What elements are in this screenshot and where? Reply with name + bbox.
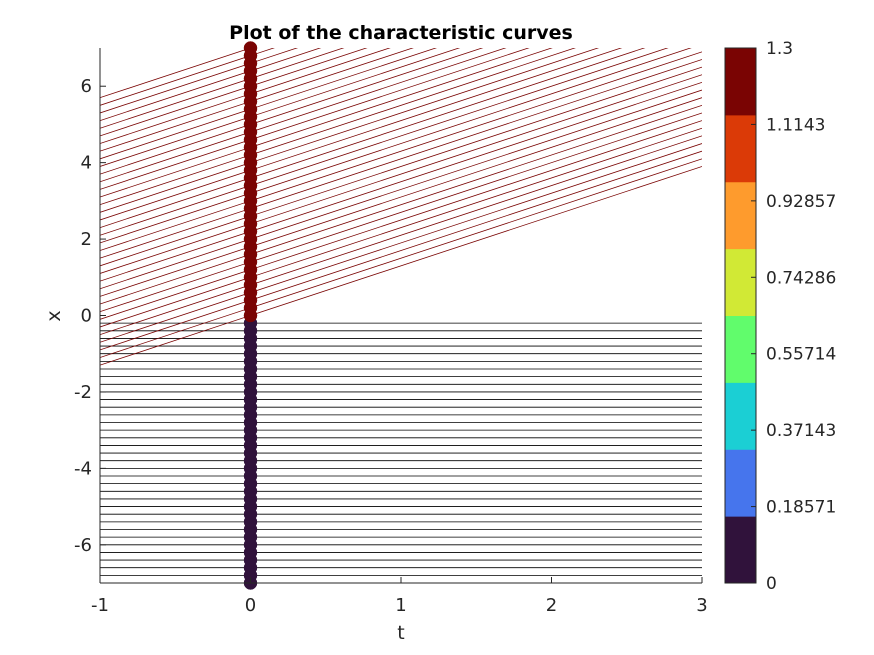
characteristic-line — [100, 48, 391, 144]
colorbar-tick-label: 0.92857 — [766, 192, 836, 212]
plot-background — [100, 48, 702, 583]
characteristic-line — [100, 48, 553, 198]
characteristic-line — [100, 112, 702, 313]
plot-area: -1 0 1 2 3 -6 -4 -2 0 2 4 6 — [74, 41, 708, 616]
x-tick-label: -1 — [91, 595, 109, 616]
colorbar-tick-label: 1.1143 — [766, 115, 825, 135]
characteristic-line — [100, 48, 252, 99]
characteristic-line — [100, 89, 702, 290]
initial-data-points — [243, 41, 258, 590]
characteristic-line — [100, 48, 438, 160]
x-tick-label: 1 — [395, 595, 406, 616]
colorbar-tick-label: 0.74286 — [766, 268, 836, 288]
initial-data-point — [243, 41, 258, 55]
colorbar-tick-label: 0.55714 — [766, 345, 836, 365]
x-axis-label: t — [397, 622, 404, 644]
characteristic-line — [100, 166, 702, 366]
colorbar-segment — [725, 181, 756, 250]
colorbar-tick-label: 1.3 — [766, 39, 793, 59]
colorbar-segment — [725, 382, 756, 450]
characteristic-line — [100, 127, 702, 328]
colorbar-segment — [725, 114, 756, 183]
colorbar-segment — [725, 248, 756, 317]
characteristic-line — [100, 82, 702, 282]
y-tick-label: -4 — [74, 458, 92, 479]
characteristic-line — [100, 143, 702, 343]
characteristic-line — [100, 48, 275, 106]
colorbar-segment — [725, 516, 756, 584]
y-tick-label: -2 — [74, 382, 92, 403]
characteristic-line — [100, 48, 461, 167]
characteristic-line — [100, 150, 702, 351]
x-tick-label: 3 — [696, 595, 707, 616]
characteristic-line — [100, 59, 702, 259]
y-tick-label: 2 — [81, 229, 92, 250]
characteristic-line — [100, 158, 702, 358]
characteristic-line — [100, 48, 484, 175]
characteristic-line — [100, 48, 345, 129]
characteristic-line — [100, 74, 702, 274]
characteristic-line — [100, 120, 702, 320]
colorbar-frame — [724, 47, 757, 584]
characteristic-line — [100, 48, 414, 152]
characteristic-line — [100, 48, 669, 236]
x-tick-label: 0 — [245, 595, 256, 616]
characteristic-line — [100, 48, 299, 114]
characteristic-line — [100, 51, 702, 251]
y-tick-label: -6 — [74, 535, 92, 556]
characteristic-line — [100, 97, 702, 297]
colorbar: 1.3 1.1143 0.92857 0.74286 0.55714 0.37143 0.1… — [724, 39, 836, 594]
colorbar-segment — [725, 315, 756, 383]
chart-title: Plot of the characteristic curves — [229, 22, 573, 44]
characteristic-line — [100, 104, 702, 305]
characteristic-line — [100, 48, 530, 190]
characteristic-line — [100, 48, 507, 183]
colorbar-segment — [725, 449, 756, 517]
y-tick-label: 4 — [81, 153, 92, 174]
characteristic-lines — [100, 48, 702, 583]
colorbar-tick-label: 0.18571 — [766, 498, 836, 518]
characteristic-line — [100, 66, 702, 267]
characteristic-line — [100, 48, 692, 244]
characteristic-line — [100, 48, 646, 228]
colorbar-tick-label: 0 — [766, 574, 777, 594]
x-tick-label: 2 — [546, 595, 557, 616]
axes: -1 0 1 2 3 -6 -4 -2 0 2 4 6 — [74, 48, 708, 616]
characteristic-line — [100, 135, 702, 335]
characteristic-line — [100, 48, 322, 121]
colorbar-tick-label: 0.37143 — [766, 421, 836, 441]
y-tick-label: 6 — [81, 76, 92, 97]
y-tick-label: 0 — [81, 306, 92, 327]
characteristic-line — [100, 48, 623, 221]
characteristic-line — [100, 48, 368, 137]
characteristic-line — [100, 48, 576, 206]
y-axis-label: x — [43, 310, 65, 321]
characteristic-line — [100, 48, 600, 213]
colorbar-segment — [725, 48, 756, 116]
